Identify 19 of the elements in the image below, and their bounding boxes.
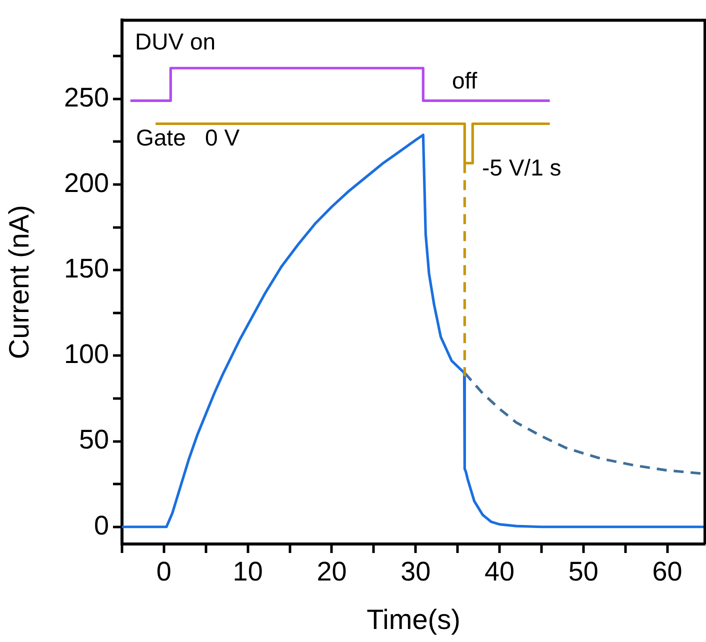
annotation: -5 V/1 s [482, 154, 562, 180]
y-axis-title: Current (nA) [4, 205, 35, 360]
x-tick-label: 30 [400, 556, 431, 587]
x-tick-label: 20 [316, 556, 347, 587]
annotation: off [452, 67, 478, 94]
y-tick-label: 250 [64, 82, 109, 112]
annotation: Gate 0 V [136, 124, 240, 150]
x-tick-label: 40 [484, 556, 515, 587]
x-tick-label: 50 [568, 556, 598, 587]
y-tick-label: 150 [64, 254, 109, 284]
x-axis-title: Time(s) [366, 604, 460, 635]
y-tick-label: 100 [64, 339, 109, 370]
x-tick-label: 10 [232, 556, 263, 587]
y-tick-label: 50 [78, 424, 109, 455]
y-tick-label: 0 [94, 510, 109, 540]
y-tick-label: 200 [64, 168, 109, 198]
x-tick-label: 60 [652, 556, 682, 587]
x-tick-label: 0 [156, 556, 172, 587]
annotation: DUV on [135, 28, 216, 54]
